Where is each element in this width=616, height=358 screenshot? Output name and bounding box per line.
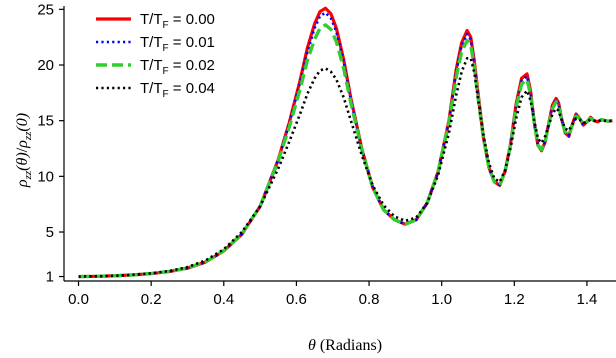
x-axis-label: θ (Radians) (308, 337, 382, 354)
x-tick-label: 0.2 (141, 291, 162, 308)
series-layer (78, 6, 613, 279)
x-tick-label: 0.4 (213, 291, 234, 308)
legend-label-1: T/TF = 0.01 (140, 34, 215, 54)
x-tick-label: 0.8 (359, 291, 380, 308)
series-line-3 (78, 57, 613, 278)
legend-label-2: T/TF = 0.02 (140, 57, 215, 77)
series-line-2 (78, 23, 613, 279)
x-tick-label: 0.6 (286, 291, 307, 308)
series-line-1 (78, 11, 613, 278)
x-tick-label: 1.4 (577, 291, 598, 308)
y-tick-label: 25 (37, 1, 54, 18)
x-tick-label: 1.0 (431, 291, 452, 308)
y-tick-label: 15 (37, 113, 54, 130)
y-tick-label: 5 (46, 224, 54, 241)
legend-label-0: T/TF = 0.00 (140, 11, 215, 31)
x-tick-label: 0.0 (68, 291, 89, 308)
legend: T/TF = 0.00 T/TF = 0.01 T/TF = 0.02 T/TF = … (96, 11, 215, 100)
y-tick-label: 1 (46, 269, 54, 286)
y-tick-label: 20 (37, 57, 54, 74)
y-tick-label: 10 (37, 168, 54, 185)
x-tick-label: 1.2 (504, 291, 525, 308)
y-axis-label: ρzz(θ)/ρzz(0) (14, 113, 34, 188)
x-ticks: 0.0 0.2 0.4 0.6 0.8 1.0 1.2 1.4 (68, 281, 597, 308)
legend-label-3: T/TF = 0.04 (140, 80, 215, 100)
